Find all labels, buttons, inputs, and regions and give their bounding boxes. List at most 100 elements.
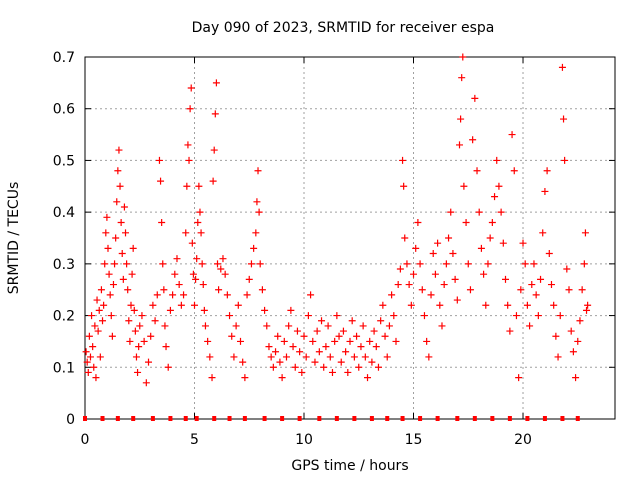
data-point-marker: [140, 337, 148, 345]
data-point-marker: [400, 182, 408, 190]
data-point-marker: [250, 244, 258, 252]
baseline-marker: [400, 416, 405, 421]
data-point-marker: [120, 203, 128, 211]
data-points: [82, 53, 592, 387]
data-point-marker: [123, 260, 131, 268]
data-point-marker: [272, 348, 280, 356]
data-point-marker: [100, 301, 108, 309]
y-tick-label: 0.6: [53, 102, 75, 118]
data-point-marker: [379, 301, 387, 309]
data-point-marker: [563, 265, 571, 273]
data-point-marker: [552, 332, 560, 340]
data-point-marker: [556, 312, 564, 320]
data-point-marker: [497, 208, 505, 216]
data-point-marker: [187, 84, 195, 92]
data-point-marker: [211, 110, 219, 118]
data-point-marker: [333, 312, 341, 320]
baseline-marker: [131, 416, 136, 421]
data-point-marker: [186, 105, 194, 113]
data-point-marker: [501, 275, 509, 283]
data-point-marker: [322, 343, 330, 351]
data-point-marker: [200, 306, 208, 314]
data-point-marker: [449, 250, 457, 258]
data-point-marker: [267, 353, 275, 361]
data-point-marker: [228, 332, 236, 340]
data-point-marker: [92, 374, 100, 382]
data-point-marker: [134, 368, 142, 376]
data-point-marker: [466, 286, 474, 294]
data-point-marker: [278, 374, 286, 382]
data-point-marker: [89, 343, 97, 351]
data-point-marker: [188, 239, 196, 247]
data-point-marker: [381, 332, 389, 340]
data-point-marker: [578, 286, 586, 294]
data-point-marker: [191, 301, 199, 309]
baseline-marker: [472, 416, 477, 421]
data-point-marker: [420, 312, 428, 320]
data-point-marker: [209, 177, 217, 185]
data-point-marker: [300, 332, 308, 340]
data-point-marker: [554, 353, 562, 361]
data-point-marker: [440, 281, 448, 289]
data-point-marker: [195, 182, 203, 190]
data-point-marker: [291, 363, 299, 371]
data-point-marker: [412, 244, 420, 252]
data-point-marker: [567, 327, 575, 335]
data-point-marker: [147, 332, 155, 340]
data-point-marker: [368, 358, 376, 366]
data-point-marker: [221, 270, 229, 278]
data-point-marker: [346, 337, 354, 345]
data-point-marker: [169, 291, 177, 299]
data-point-marker: [370, 327, 378, 335]
data-point-marker: [457, 115, 465, 123]
data-point-marker: [580, 260, 588, 268]
data-point-marker: [569, 348, 577, 356]
data-point-marker: [159, 260, 167, 268]
baseline-marker: [560, 416, 565, 421]
data-point-marker: [427, 291, 435, 299]
data-point-marker: [183, 182, 191, 190]
baseline-marker: [100, 416, 105, 421]
data-point-marker: [445, 234, 453, 242]
data-point-marker: [401, 234, 409, 242]
x-tick-label: 10: [295, 432, 313, 448]
data-point-marker: [561, 156, 569, 164]
data-point-marker: [493, 156, 501, 164]
data-point-marker: [324, 322, 332, 330]
data-point-marker: [302, 353, 310, 361]
baseline-marker: [262, 416, 267, 421]
data-point-marker: [212, 79, 220, 87]
data-point-marker: [182, 229, 190, 237]
data-point-marker: [196, 208, 204, 216]
data-point-marker: [560, 115, 568, 123]
data-point-marker: [318, 317, 326, 325]
data-point-marker: [396, 265, 404, 273]
data-point-marker: [482, 301, 490, 309]
baseline-marker: [150, 416, 155, 421]
y-tick-label: 0.7: [53, 50, 75, 66]
data-point-marker: [94, 327, 102, 335]
data-point-marker: [105, 270, 113, 278]
y-tick-label: 0.4: [53, 205, 75, 221]
data-point-marker: [280, 337, 288, 345]
data-point-marker: [403, 260, 411, 268]
data-point-marker: [442, 260, 450, 268]
data-point-marker: [539, 229, 547, 237]
data-point-marker: [392, 337, 400, 345]
data-point-marker: [456, 141, 464, 149]
data-point-marker: [184, 141, 192, 149]
data-point-marker: [475, 208, 483, 216]
baseline-marker: [242, 416, 247, 421]
data-point-marker: [265, 343, 273, 351]
data-point-marker: [131, 327, 139, 335]
data-point-marker: [129, 244, 137, 252]
data-point-marker: [124, 286, 132, 294]
data-point-marker: [135, 343, 143, 351]
data-point-marker: [164, 363, 172, 371]
data-point-marker: [581, 229, 589, 237]
data-point-marker: [477, 244, 485, 252]
data-point-marker: [127, 301, 135, 309]
data-point-marker: [528, 281, 536, 289]
data-point-marker: [530, 260, 538, 268]
data-point-marker: [451, 275, 459, 283]
